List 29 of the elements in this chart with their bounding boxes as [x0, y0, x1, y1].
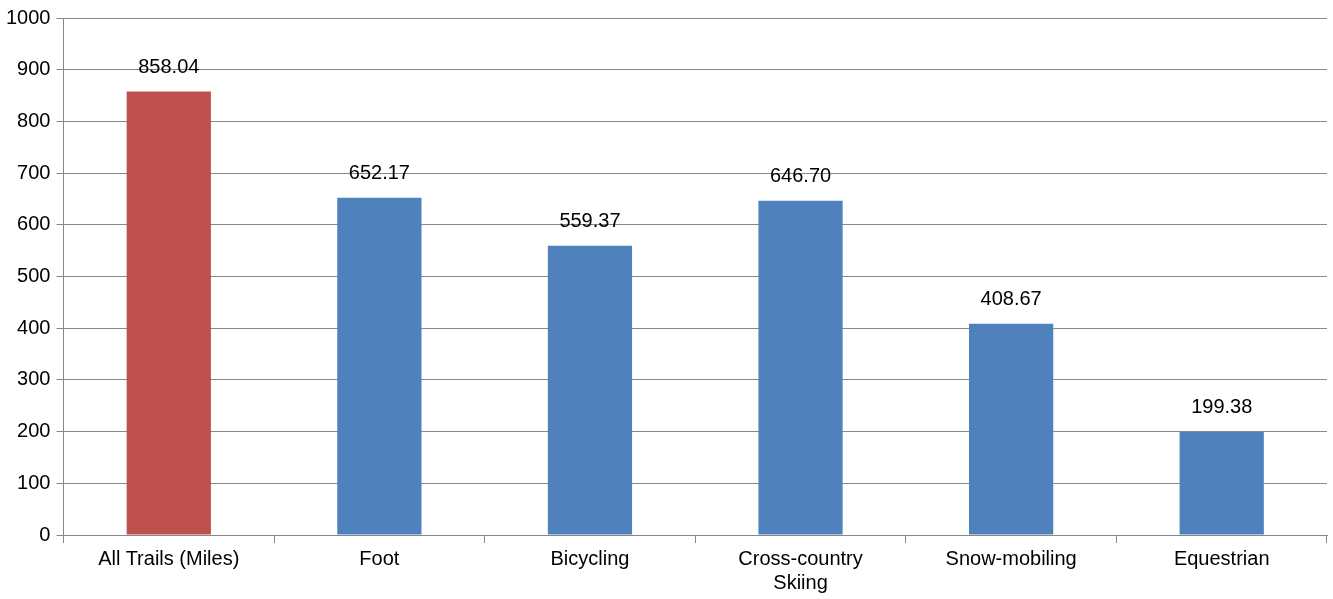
data-label: 559.37: [559, 209, 621, 232]
bar: [1179, 431, 1264, 535]
x-tick-label: Bicycling: [550, 546, 630, 569]
bar: [547, 245, 633, 535]
x-tick-label: Foot: [359, 546, 400, 569]
y-tick-label: 900: [17, 57, 51, 80]
bar: [126, 91, 211, 535]
y-tick-label: 100: [17, 470, 51, 493]
y-tick-label: 0: [39, 522, 51, 545]
y-tick-label: 500: [17, 264, 51, 287]
bar: [337, 197, 422, 535]
bar: [758, 200, 843, 535]
x-tick-label: All Trails (Miles): [98, 546, 240, 569]
x-tick-label: Equestrian: [1173, 546, 1270, 569]
y-tick-label: 400: [17, 315, 51, 338]
y-tick-label: 300: [17, 367, 51, 390]
x-tick-label: Snow-mobiling: [945, 546, 1077, 569]
y-tick-label: 700: [17, 160, 51, 183]
bar: [969, 323, 1054, 535]
x-tick-label: Cross-country Skiing: [738, 546, 863, 593]
data-label: 858.04: [138, 54, 200, 77]
data-label: 646.70: [769, 164, 832, 187]
data-label: 408.67: [980, 287, 1042, 310]
y-tick-label: 800: [17, 108, 51, 131]
data-label: 652.17: [348, 161, 410, 184]
y-tick-label: 200: [17, 419, 51, 442]
data-label: 199.38: [1191, 395, 1253, 418]
y-tick-label: 1000: [5, 5, 51, 28]
y-tick-label: 600: [17, 212, 51, 235]
